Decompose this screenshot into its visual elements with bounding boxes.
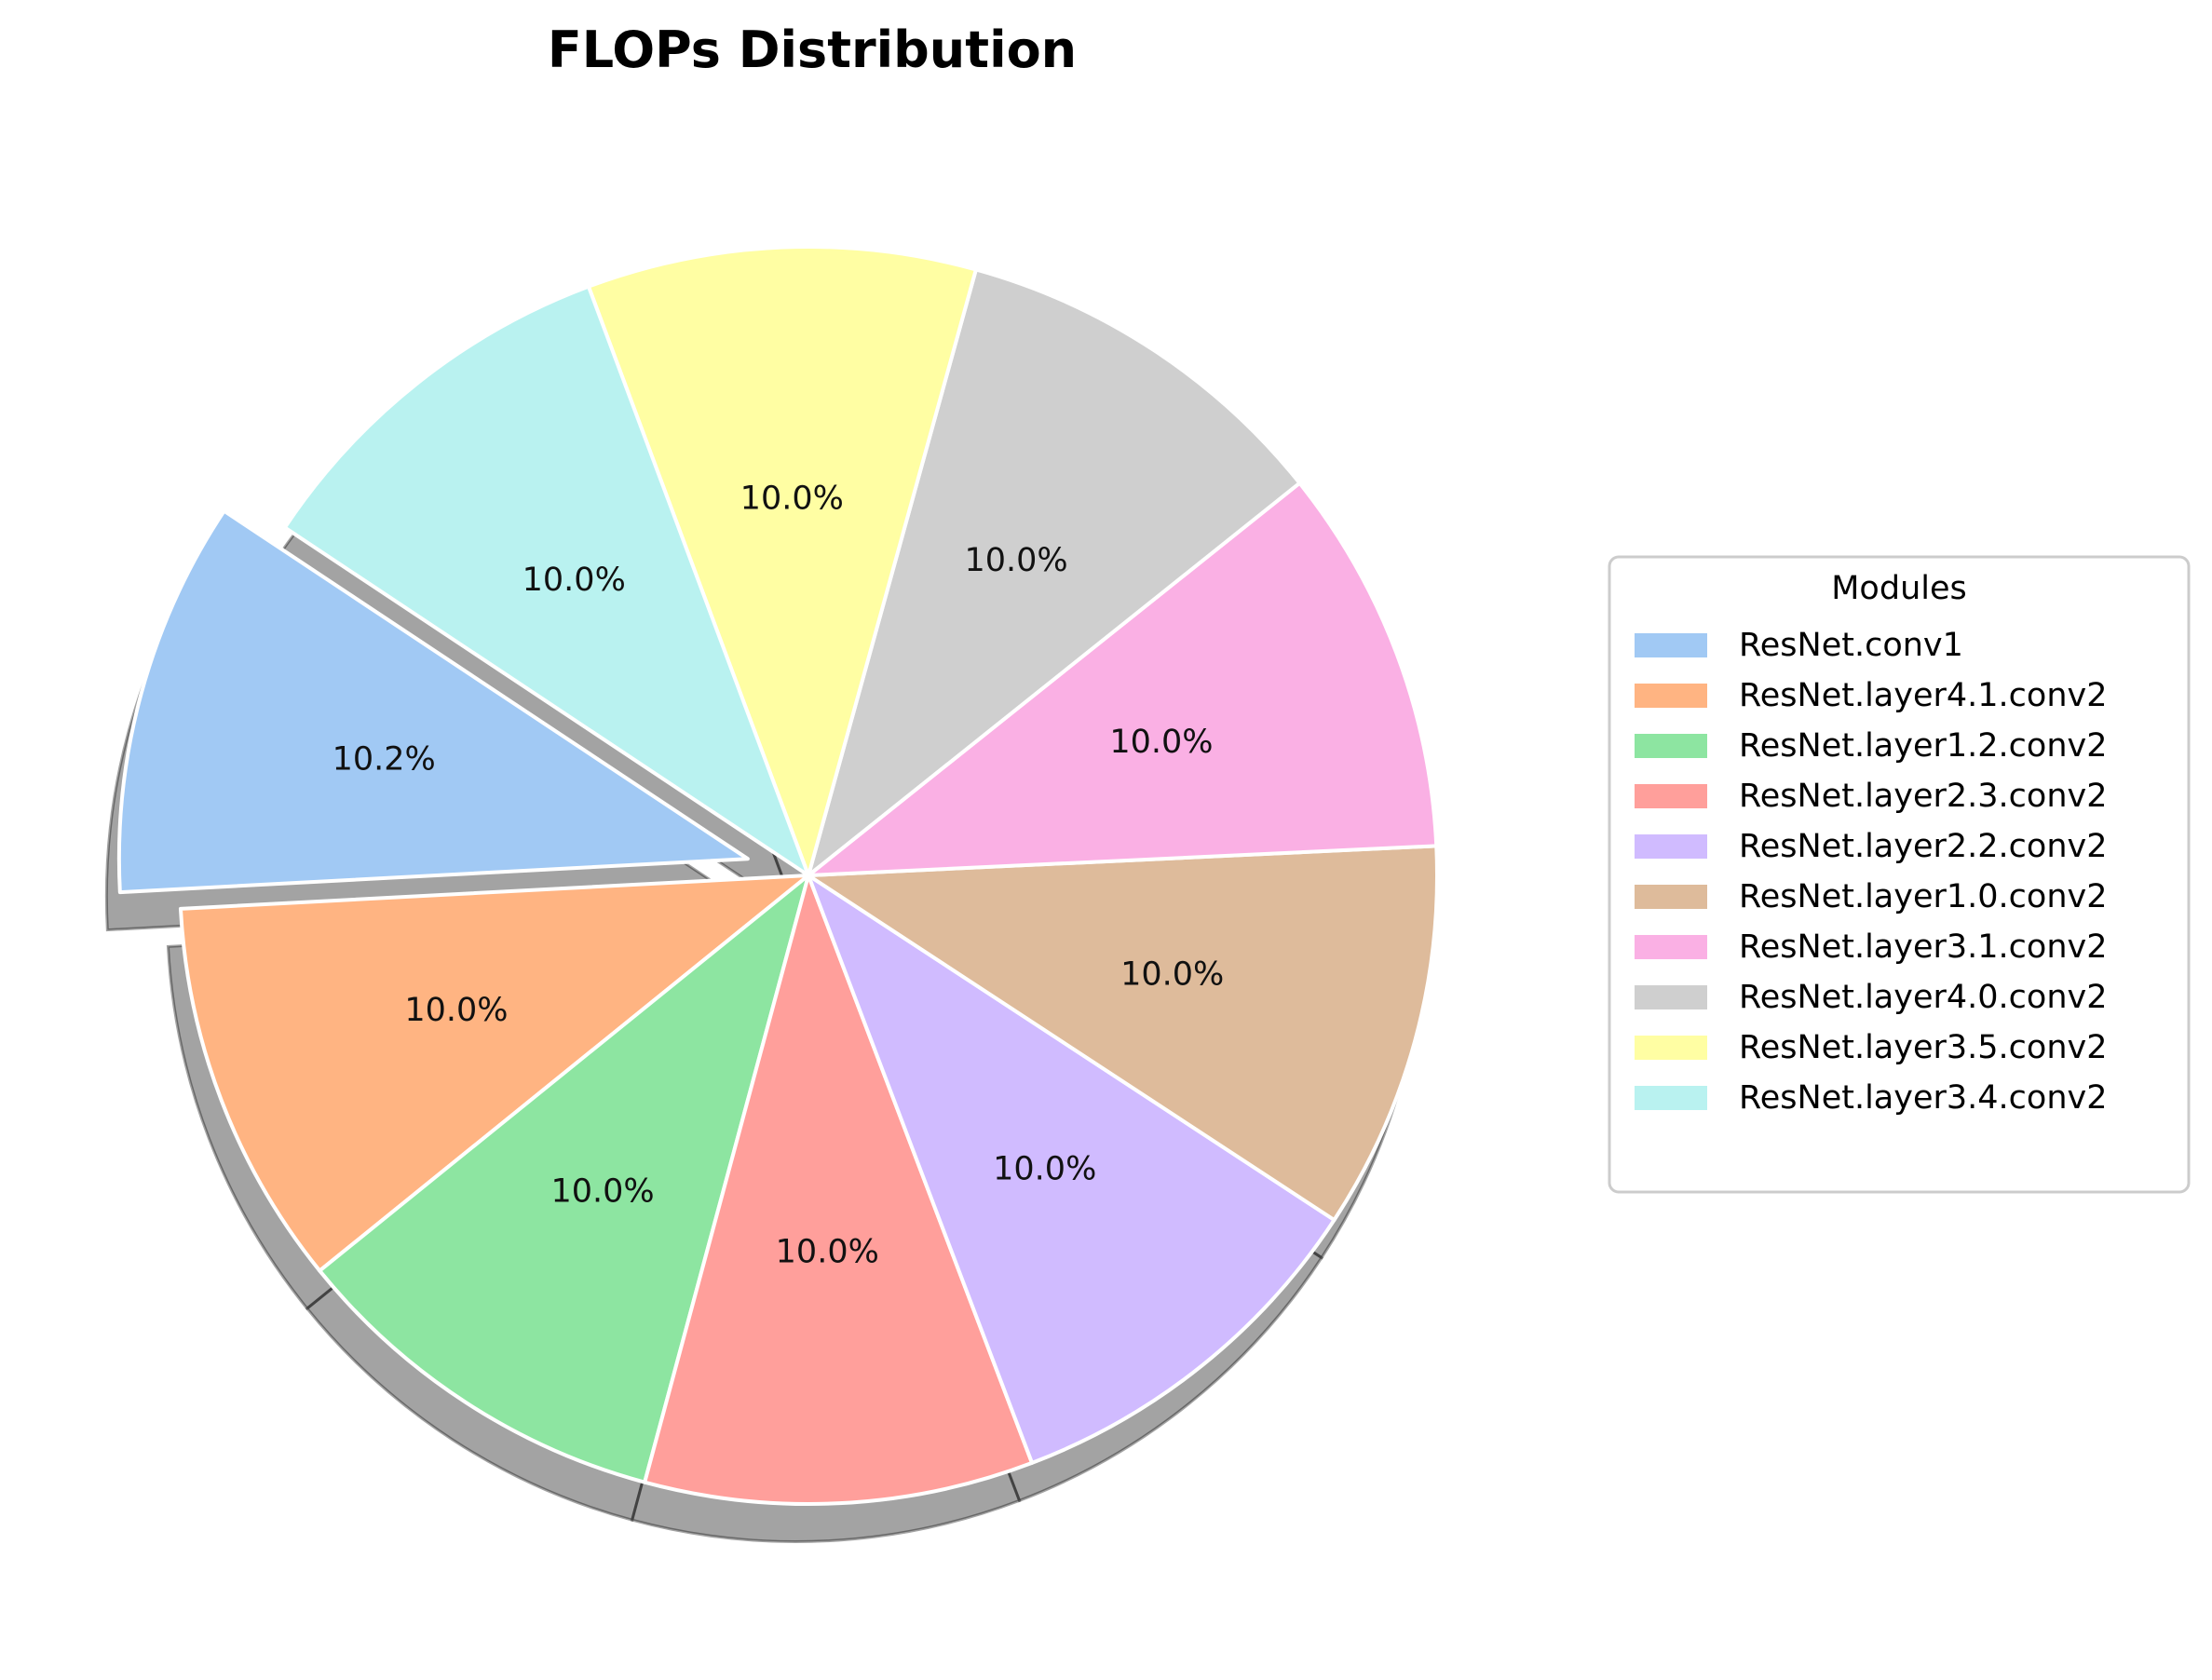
slice-percent-label: 10.0% <box>1109 724 1213 761</box>
slice-percent-label: 10.0% <box>740 480 844 517</box>
pie-slices <box>116 245 1439 1506</box>
legend-items: ResNet.conv1 ResNet.layer4.1.conv2 ResNet.… <box>1635 627 2108 1117</box>
legend-label: ResNet.layer3.1.conv2 <box>1739 928 2108 966</box>
legend-label: ResNet.layer4.1.conv2 <box>1739 677 2108 714</box>
pie-slice-resnet-layer3-4-conv2 <box>282 284 810 877</box>
legend-swatch <box>1635 834 1707 859</box>
legend-label: ResNet.layer2.2.conv2 <box>1739 828 2108 865</box>
slice-labels: 10.2% 10.0% 10.0% 10.0% 10.0% 10.0% 10.0% 10.0%… <box>332 480 1225 1270</box>
legend-swatch <box>1635 1086 1707 1110</box>
legend-swatch <box>1635 1036 1707 1060</box>
pie-slice-resnet-conv1 <box>116 508 750 895</box>
slice-percent-label: 10.0% <box>522 562 626 599</box>
legend-label: ResNet.layer3.5.conv2 <box>1739 1029 2108 1066</box>
legend: Modules ResNet.conv1 ResNet.layer4.1.conv… <box>1608 555 2191 1194</box>
legend-label: ResNet.layer2.3.conv2 <box>1739 778 2108 815</box>
legend-swatch <box>1635 684 1707 708</box>
slice-percent-label: 10.0% <box>993 1151 1096 1188</box>
pie-slice-resnet-layer3-5-conv2 <box>586 245 978 877</box>
legend-swatch <box>1635 633 1707 657</box>
legend-swatch <box>1635 985 1707 1009</box>
slice-percent-label: 10.0% <box>1120 956 1224 994</box>
pie-slice-resnet-layer4-0-conv2 <box>807 267 1302 877</box>
legend-label: ResNet.conv1 <box>1739 627 1963 664</box>
pie-slice-resnet-layer2-3-conv2 <box>643 874 1035 1506</box>
legend-label: ResNet.layer4.0.conv2 <box>1739 979 2108 1016</box>
legend-title: Modules <box>1831 570 1967 607</box>
legend-label: ResNet.layer1.0.conv2 <box>1739 878 2108 915</box>
slice-percent-label: 10.0% <box>550 1172 654 1210</box>
pie-slice-resnet-layer4-1-conv2 <box>178 874 810 1273</box>
chart-title: FLOPs Distribution <box>548 20 1077 79</box>
pie-slice-resnet-layer3-1-conv2 <box>807 481 1439 877</box>
legend-swatch <box>1635 885 1707 909</box>
pie-slice-resnet-layer1-2-conv2 <box>318 874 810 1484</box>
legend-swatch <box>1635 935 1707 959</box>
pie-slice-resnet-layer2-2-conv2 <box>807 874 1337 1465</box>
legend-swatch <box>1635 734 1707 758</box>
legend-label: ResNet.layer1.2.conv2 <box>1739 727 2108 765</box>
legend-label: ResNet.layer3.4.conv2 <box>1739 1079 2108 1117</box>
slice-percent-label: 10.0% <box>776 1233 879 1270</box>
slice-percent-label: 10.0% <box>404 992 508 1029</box>
legend-swatch <box>1635 784 1707 808</box>
slice-percent-label: 10.2% <box>332 741 436 779</box>
pie-slice-resnet-layer1-0-conv2 <box>807 844 1439 1223</box>
slice-percent-label: 10.0% <box>964 542 1067 579</box>
legend-frame <box>1608 555 2191 1194</box>
